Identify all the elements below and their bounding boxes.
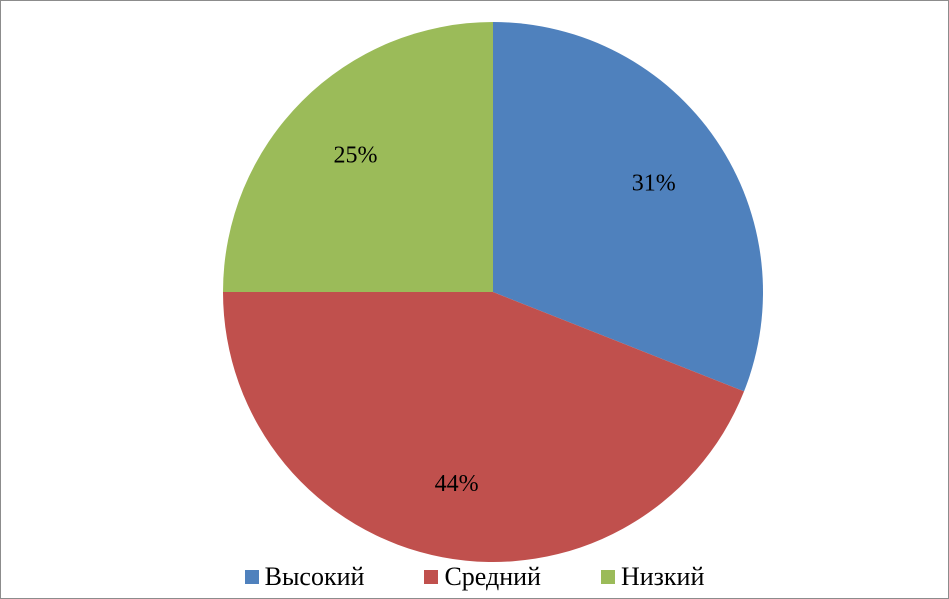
legend-label-2: Средний	[444, 562, 541, 591]
data-label-1: 31%	[632, 171, 676, 197]
data-label-2: 44%	[435, 471, 479, 497]
pie-slice-3	[223, 22, 493, 292]
pie-slice-1	[493, 22, 763, 392]
legend-swatch-1	[244, 570, 259, 584]
legend-item-2: Средний	[424, 562, 541, 592]
data-label-3: 25%	[334, 143, 378, 169]
legend: Высокий Средний Низкий	[0, 560, 949, 594]
legend-label-1: Высокий	[264, 562, 365, 591]
pie-slice-2	[222, 292, 745, 563]
legend-swatch-3	[600, 570, 615, 584]
legend-item-1: Высокий	[244, 562, 365, 592]
legend-swatch-2	[424, 570, 439, 584]
legend-item-3: Низкий	[600, 562, 705, 592]
legend-label-3: Низкий	[620, 562, 705, 591]
